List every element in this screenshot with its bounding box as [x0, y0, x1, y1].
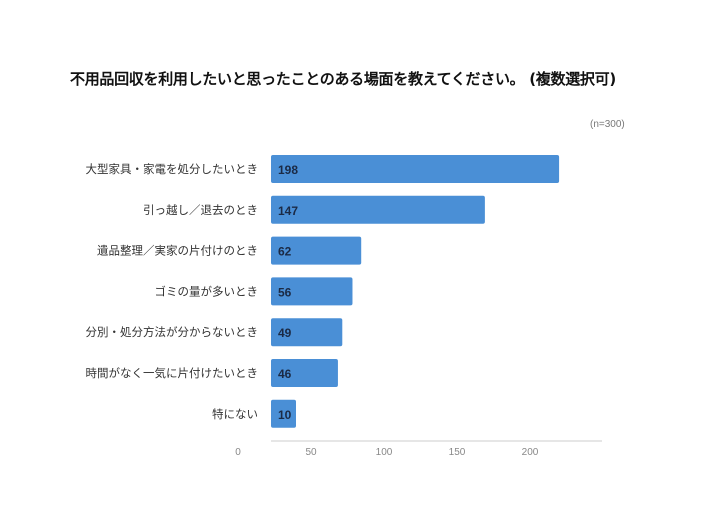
- category-label: 大型家具・家電を処分したいとき: [86, 162, 259, 176]
- bar: [271, 195, 485, 224]
- category-label: 引っ越し／退去のとき: [143, 203, 258, 217]
- category-label: 遺品整理／実家の片付けのとき: [97, 244, 258, 258]
- data-label: 198: [278, 163, 298, 177]
- data-label: 56: [278, 285, 292, 299]
- category-label: 時間がなく一気に片付けたいとき: [86, 366, 259, 380]
- category-label: 特にない: [212, 407, 258, 421]
- bar: [271, 359, 338, 387]
- bar: [271, 318, 343, 347]
- bar: [271, 155, 560, 183]
- bar: [271, 277, 353, 306]
- x-tick-label: 200: [522, 447, 539, 458]
- bar: [271, 399, 296, 428]
- category-label: ゴミの量が多いとき: [155, 284, 259, 298]
- data-label: 46: [278, 367, 292, 381]
- sample-size-note: (n=300): [590, 119, 625, 130]
- x-tick-label: 100: [376, 447, 393, 458]
- data-label: 147: [278, 204, 298, 218]
- x-tick-label: 150: [449, 447, 466, 458]
- chart-title: 不用品回収を利用したいと思ったことのある場面を教えてください。 (複数選択可): [70, 70, 616, 88]
- category-label: 分別・処分方法が分からないとき: [86, 325, 259, 339]
- bar: [271, 236, 362, 265]
- data-label: 49: [278, 326, 292, 340]
- data-label: 10: [278, 408, 292, 422]
- data-label: 62: [278, 245, 292, 259]
- x-tick-label: 0: [235, 447, 241, 458]
- x-tick-label: 50: [305, 447, 317, 458]
